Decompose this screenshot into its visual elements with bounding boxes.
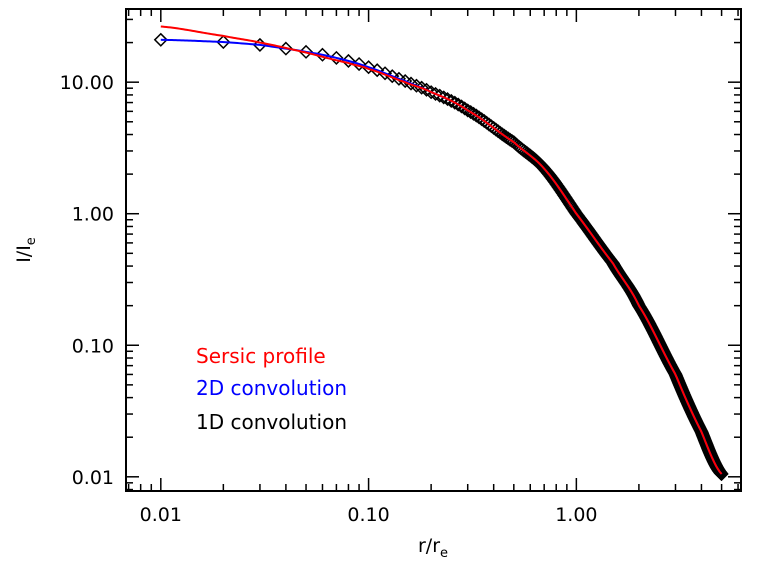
y-tick-label: 1.00 [72,204,114,226]
x-axis-title-sub: e [440,546,448,561]
y-tick-labels: 0.01 0.10 1.00 10.00 [60,72,114,489]
legend-entry-1d: 1D convolution [196,410,347,434]
data-point-1d [714,466,729,482]
x-tick-label: 0.01 [140,504,182,526]
x-tick-label: 1.00 [555,504,597,526]
x-axis-title-main: r/r [418,535,440,557]
y-axis-title: I/Ie [13,237,39,263]
x-axis-title: r/re [418,535,448,561]
y-tick-label: 0.01 [72,467,114,489]
y-axis-title-sub: e [24,237,39,245]
legend: Sersic profile 2D convolution 1D convolu… [196,344,347,434]
data-point-1d [153,32,168,47]
series-layer [153,25,729,482]
series-sersic-profile-line [160,25,723,475]
y-tick-label: 10.00 [60,72,114,94]
data-point-1d [315,47,330,62]
x-tick-label: 0.10 [347,504,389,526]
data-point-1d [298,44,314,59]
plot-frame [125,8,742,492]
data-point-1d [216,34,231,50]
x-tick-labels: 0.01 0.10 1.00 [140,504,598,526]
y-tick-label: 0.10 [72,335,114,357]
y-axis-title-main: I/I [13,245,35,263]
series-2d-convolution-line [160,38,723,475]
axis-ticks [126,9,741,491]
legend-entry-sersic: Sersic profile [196,344,326,368]
legend-entry-2d: 2D convolution [196,376,347,400]
